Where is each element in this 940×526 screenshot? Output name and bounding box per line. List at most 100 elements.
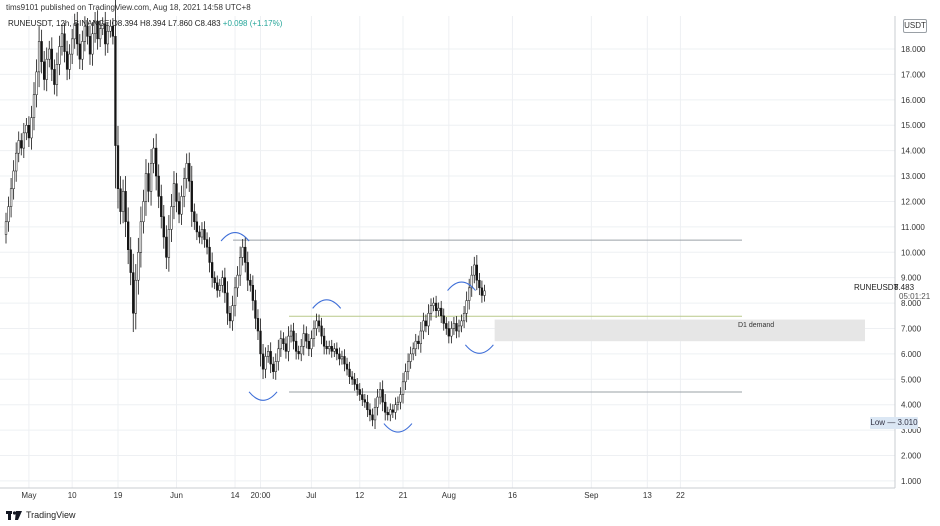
y-tick-label: 18.000 <box>901 45 926 54</box>
candle-body <box>478 279 481 289</box>
x-tick-label: 16 <box>508 491 517 500</box>
candle-body <box>139 221 143 253</box>
y-tick-label: 14.000 <box>901 147 926 156</box>
candle-body <box>226 292 229 314</box>
candle-body <box>157 175 160 197</box>
candle-body <box>343 356 346 365</box>
candle-body <box>218 285 221 291</box>
candle-body <box>208 246 211 263</box>
candle-body <box>160 196 163 217</box>
price-axis-ticks[interactable]: 1.000 2.000 3.000 4.000 5.000 6.000 7.000 8.000… <box>901 45 926 486</box>
candle-body <box>396 401 400 405</box>
candle-body <box>76 23 79 45</box>
x-tick-label: 20:00 <box>250 491 271 500</box>
y-tick-label: 1.000 <box>901 477 922 486</box>
candle-body <box>294 340 298 352</box>
candle-body <box>462 312 466 322</box>
x-tick-label: Jun <box>170 491 183 500</box>
candle-body <box>373 406 377 421</box>
candle-body <box>137 252 140 281</box>
candle-body <box>371 414 374 421</box>
time-axis-ticks[interactable]: May 10 19 Jun 14 20:00 Jul 12 21 Aug 16 Sep 13 22 <box>21 491 685 500</box>
candle-body <box>330 346 333 352</box>
y-tick-label: 11.000 <box>901 223 925 232</box>
candle-body <box>170 206 173 230</box>
candle-body <box>132 272 135 314</box>
candle-body <box>406 361 410 372</box>
candle-body <box>455 323 458 332</box>
candle-body <box>210 262 214 278</box>
candle-body <box>12 170 15 190</box>
candle-body <box>180 196 183 215</box>
candle-body <box>417 340 420 344</box>
x-tick-label: Aug <box>442 491 456 500</box>
candle-body <box>91 33 94 55</box>
swing-high-mark <box>220 231 250 242</box>
candle-body <box>4 221 8 235</box>
candle-body <box>177 201 181 215</box>
candle-body <box>450 328 453 337</box>
candle-body <box>167 229 171 258</box>
tradingview-brand[interactable]: TradingView <box>6 510 76 520</box>
candle-body <box>251 285 255 301</box>
candle-body <box>88 36 92 55</box>
candle-body <box>203 229 206 240</box>
y-tick-label: 3.000 <box>901 426 922 435</box>
candle-body <box>114 36 117 146</box>
candle-body <box>447 328 450 337</box>
x-tick-label: Sep <box>584 491 599 500</box>
candle-body <box>27 124 31 139</box>
candle-body <box>338 353 341 360</box>
candle-body <box>195 221 199 233</box>
x-tick-label: 10 <box>68 491 77 500</box>
candle-body <box>348 368 351 378</box>
candle-body <box>236 274 239 289</box>
candle-body <box>223 277 227 294</box>
candle-body <box>162 216 165 238</box>
candle-body <box>445 323 448 329</box>
y-tick-label: 5.000 <box>901 375 922 384</box>
candle-body <box>60 33 64 47</box>
candle-body <box>292 330 295 342</box>
candle-body <box>68 53 71 70</box>
x-tick-label: 21 <box>399 491 408 500</box>
candle-body <box>264 356 267 370</box>
candle-body <box>284 343 288 352</box>
candle-body <box>345 363 349 370</box>
candle-body <box>86 25 89 37</box>
candle-body <box>37 41 41 73</box>
candle-body <box>15 152 18 172</box>
last-price-label: 8.483 <box>894 283 915 292</box>
candle-body <box>261 353 265 370</box>
currency-button[interactable]: USDT <box>903 19 927 33</box>
symbol-legend: RUNEUSDT, 12h, BINANCE O8.394 H8.394 L7.… <box>8 19 282 28</box>
candle-body <box>129 249 132 273</box>
candle-body <box>475 264 478 281</box>
candle-body <box>310 338 313 350</box>
candle-body <box>43 61 46 80</box>
candle-body <box>55 64 59 85</box>
candle-body <box>7 206 10 223</box>
x-tick-label: May <box>21 491 36 500</box>
candle-body <box>269 351 272 365</box>
y-tick-label: 10.000 <box>901 248 926 257</box>
candle-body <box>25 124 28 134</box>
candle-body <box>233 287 237 306</box>
candle-body <box>175 183 178 202</box>
candle-body <box>63 33 66 52</box>
candle-body <box>473 264 476 276</box>
candle-body <box>468 287 471 301</box>
candle-body <box>40 41 43 62</box>
y-tick-label: 13.000 <box>901 172 926 181</box>
candle-body <box>483 290 486 296</box>
y-tick-label: 17.000 <box>901 70 926 79</box>
swing-high-mark <box>312 299 342 309</box>
candle-body <box>121 191 125 212</box>
candle-body <box>333 348 336 352</box>
candle-body <box>389 409 392 416</box>
candle-body <box>109 25 112 32</box>
candle-body <box>259 330 262 355</box>
candle-body <box>32 94 36 118</box>
candle-body <box>93 20 97 35</box>
